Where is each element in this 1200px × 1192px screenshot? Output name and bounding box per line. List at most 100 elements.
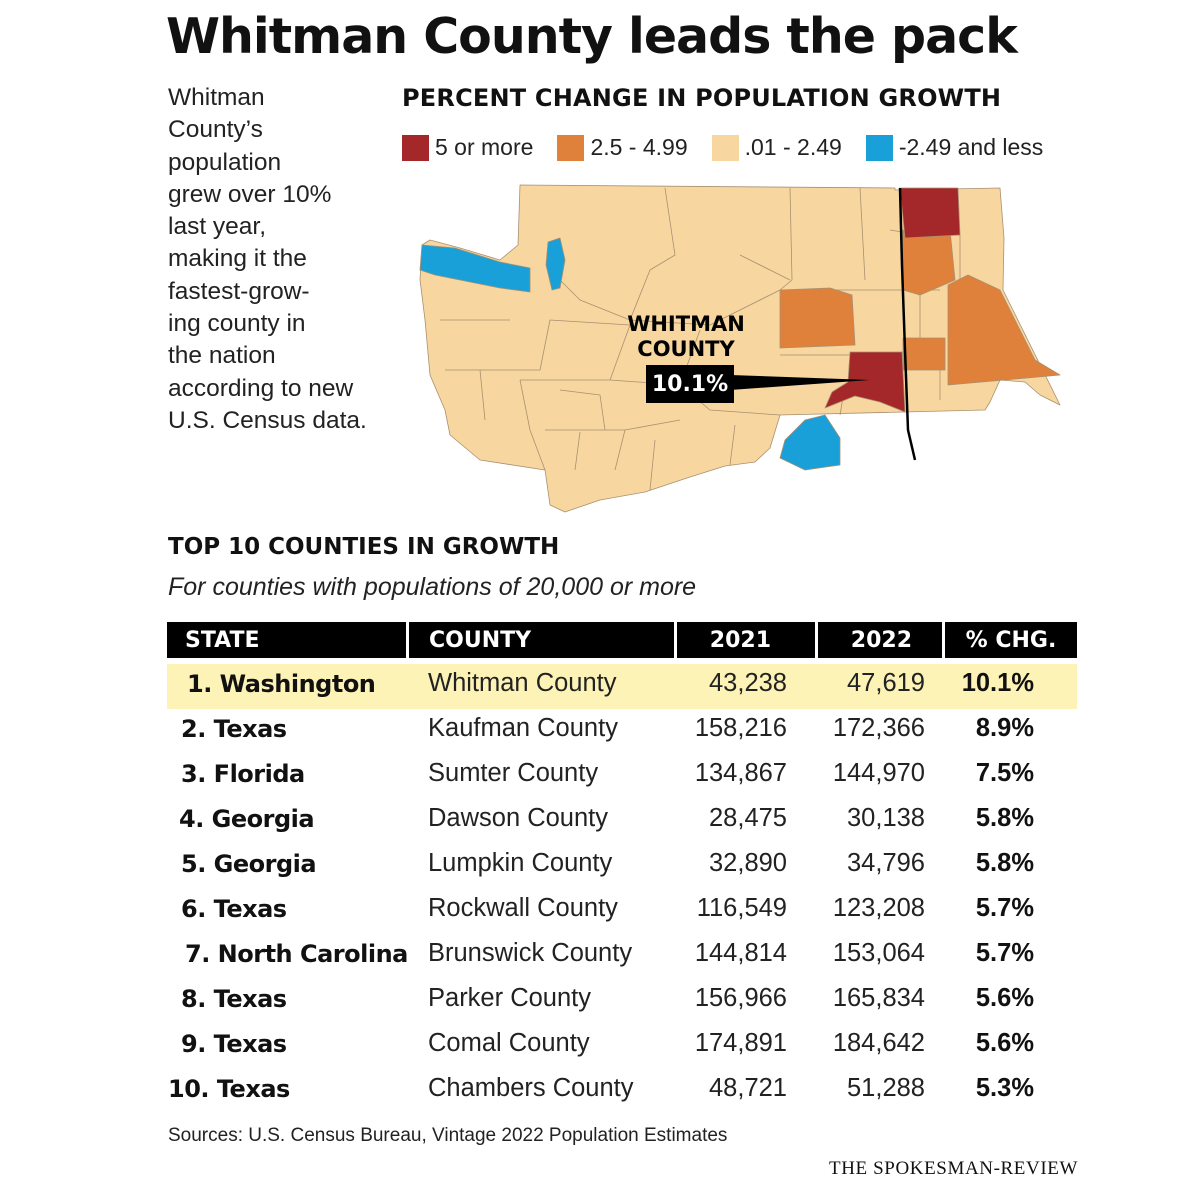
table-row: 6. Texas Rockwall County 116,549 123,208…	[167, 889, 1077, 934]
cell-state: 6. Texas	[181, 895, 287, 923]
callout-county-name: COUNTY	[637, 337, 735, 361]
map-legend: 5 or more 2.5 - 4.99 .01 - 2.49 -2.49 an…	[402, 134, 1067, 161]
intro-line: grew over 10%	[168, 180, 332, 208]
callout-county-name: WHITMAN	[627, 312, 745, 336]
cell-state: 5. Georgia	[181, 850, 317, 878]
county-lincoln	[779, 287, 856, 349]
cell-2022: 153,064	[832, 939, 925, 967]
headline: Whitman County leads the pack	[166, 8, 1018, 65]
cell-2021: 48,721	[709, 1074, 787, 1102]
cell-state: 8. Texas	[181, 985, 287, 1013]
cell-2022: 30,138	[847, 804, 925, 832]
cell-2021: 134,867	[694, 759, 787, 787]
table-row: 1. Washington Whitman County 43,238 47,6…	[167, 664, 1077, 709]
intro-line: U.S. Census data.	[168, 406, 367, 434]
cell-pct-change: 5.7%	[975, 894, 1034, 922]
table-row: 5. Georgia Lumpkin County 32,890 34,796 …	[167, 844, 1077, 889]
intro-line: population	[168, 148, 282, 176]
intro-line: making it the	[168, 245, 307, 273]
cell-2022: 165,834	[832, 984, 925, 1012]
cell-2022: 123,208	[832, 894, 925, 922]
legend-label: .01 - 2.49	[744, 134, 842, 160]
cell-2021: 156,966	[694, 984, 787, 1012]
table-row: 10. Texas Chambers County 48,721 51,288 …	[167, 1069, 1077, 1114]
cell-county: Brunswick County	[428, 939, 633, 967]
legend-label: -2.49 and less	[898, 134, 1044, 160]
legend-item: .01 - 2.49	[711, 134, 842, 161]
cell-county: Comal County	[428, 1029, 590, 1057]
cell-county: Dawson County	[428, 804, 609, 832]
intro-line: Whitman	[168, 84, 265, 111]
cell-state: 1. Washington	[187, 670, 376, 698]
cell-2021: 28,475	[709, 804, 787, 832]
cell-state: 2. Texas	[181, 715, 287, 743]
header-2021: 2021	[677, 622, 815, 658]
cell-2021: 32,890	[709, 849, 787, 877]
intro-line: according to new	[168, 374, 354, 402]
cell-state: 10. Texas	[168, 1075, 290, 1103]
cell-2022: 144,970	[832, 759, 925, 787]
header-pct-change: % CHG.	[945, 622, 1077, 658]
table-row: 9. Texas Comal County 174,891 184,642 5.…	[167, 1024, 1077, 1069]
cell-pct-change: 5.6%	[975, 984, 1034, 1012]
county-kootenai	[947, 274, 1061, 386]
cell-county: Parker County	[428, 984, 591, 1012]
county-pend-oreille	[899, 187, 961, 239]
header-state: STATE	[167, 622, 406, 658]
cell-2021: 43,238	[709, 669, 787, 697]
legend-item: 2.5 - 4.99	[557, 134, 688, 161]
table-subtitle: For counties with populations of 20,000 …	[168, 573, 697, 601]
legend-item: 5 or more	[402, 134, 533, 161]
cell-county: Kaufman County	[428, 714, 618, 742]
cell-pct-change: 5.7%	[975, 939, 1034, 967]
legend-item: -2.49 and less	[865, 134, 1044, 161]
map-title: PERCENT CHANGE IN POPULATION GROWTH	[402, 84, 1002, 112]
county-island	[545, 237, 566, 291]
callout-value: 10.1%	[652, 372, 728, 397]
cell-pct-change: 10.1%	[961, 669, 1034, 697]
county-benton	[779, 414, 841, 471]
legend-swatch	[865, 134, 893, 161]
intro-line: County’s	[168, 116, 263, 144]
cell-2022: 184,642	[832, 1029, 925, 1057]
callout-value-box	[646, 365, 734, 403]
legend-swatch	[557, 134, 585, 161]
cell-pct-change: 5.3%	[975, 1074, 1034, 1102]
washington-county-map: WHITMAN COUNTY 10.1%	[419, 184, 1061, 513]
cell-2022: 51,288	[847, 1074, 925, 1102]
cell-pct-change: 7.5%	[975, 759, 1034, 787]
cell-county: Lumpkin County	[428, 849, 613, 877]
cell-county: Rockwall County	[428, 894, 618, 922]
table-title: TOP 10 COUNTIES IN GROWTH	[168, 534, 560, 560]
legend-label: 5 or more	[435, 134, 534, 160]
cell-pct-change: 8.9%	[975, 714, 1034, 742]
legend-swatch	[402, 134, 429, 161]
intro-line: last year,	[168, 213, 267, 241]
header-2022: 2022	[818, 622, 942, 658]
cell-state: 4. Georgia	[179, 805, 315, 833]
cell-2021: 158,216	[694, 714, 787, 742]
table-row: 8. Texas Parker County 156,966 165,834 5…	[167, 979, 1077, 1024]
cell-pct-change: 5.8%	[975, 849, 1034, 877]
cell-county: Whitman County	[428, 669, 617, 697]
cell-pct-change: 5.8%	[975, 804, 1034, 832]
county-table: 1. Washington Whitman County 43,238 47,6…	[167, 664, 1077, 1114]
cell-2021: 144,814	[694, 939, 787, 967]
cell-2022: 172,366	[832, 714, 925, 742]
publication-credit: THE SPOKESMAN-REVIEW	[829, 1158, 1078, 1179]
intro-line: the nation	[168, 342, 276, 370]
state-border-line	[898, 187, 917, 461]
intro-line: fastest-grow-	[168, 277, 310, 305]
cell-2021: 174,891	[694, 1029, 787, 1057]
callout-pointer	[730, 375, 870, 390]
county-whitman	[824, 351, 906, 413]
table-row: 3. Florida Sumter County 134,867 144,970…	[167, 754, 1077, 799]
cell-state: 7. North Carolina	[185, 940, 408, 968]
cell-2022: 34,796	[847, 849, 925, 877]
cell-state: 9. Texas	[181, 1030, 287, 1058]
cell-county: Chambers County	[428, 1074, 634, 1102]
table-row: 7. North Carolina Brunswick County 144,8…	[167, 934, 1077, 979]
cell-2022: 47,619	[847, 669, 925, 697]
cell-2021: 116,549	[696, 894, 787, 922]
legend-swatch	[711, 134, 739, 161]
